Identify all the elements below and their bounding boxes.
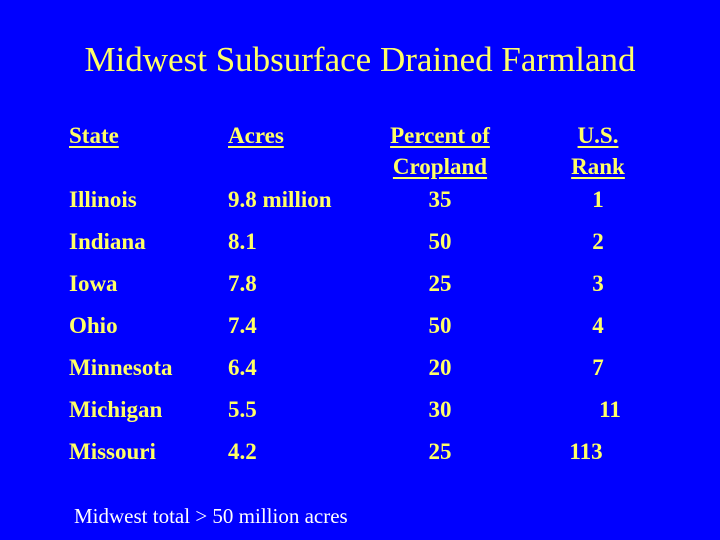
row-rank: 113 [569, 439, 603, 464]
row-acres: 7.4 [228, 313, 257, 338]
header-rank-line2: Rank [571, 154, 625, 179]
row-acres: 6.4 [228, 355, 257, 380]
header-percent-line2: Cropland [392, 154, 488, 179]
row-state: Missouri [69, 439, 156, 464]
row-rank: 1 [592, 187, 604, 212]
row-rank: 4 [592, 313, 604, 338]
row-percent: 25 [428, 271, 452, 296]
row-state: Illinois [69, 187, 137, 212]
row-acres: 5.5 [228, 397, 257, 422]
row-state: Indiana [69, 229, 146, 254]
row-rank: 7 [592, 355, 604, 380]
row-percent: 35 [428, 187, 452, 212]
footer-note: Midwest total > 50 million acres [74, 504, 348, 528]
row-acres: 9.8 million [228, 187, 332, 212]
row-state: Ohio [69, 313, 118, 338]
row-rank: 2 [592, 229, 604, 254]
row-percent: 25 [428, 439, 452, 464]
row-acres: 8.1 [228, 229, 257, 254]
row-percent: 50 [428, 229, 452, 254]
header-rank-line1: U.S. [577, 123, 619, 148]
row-percent: 50 [428, 313, 452, 338]
header-percent-line1: Percent of [390, 123, 490, 148]
row-percent: 20 [428, 355, 452, 380]
row-acres: 7.8 [228, 271, 257, 296]
row-acres: 4.2 [228, 439, 257, 464]
row-percent: 30 [428, 397, 452, 422]
slide-title: Midwest Subsurface Drained Farmland [84, 40, 636, 79]
row-rank: 11 [599, 397, 621, 422]
row-state: Iowa [69, 271, 118, 296]
row-state: Michigan [69, 397, 163, 422]
header-state: State [69, 123, 119, 148]
row-state: Minnesota [69, 355, 173, 380]
header-acres: Acres [228, 123, 284, 148]
row-rank: 3 [592, 271, 604, 296]
